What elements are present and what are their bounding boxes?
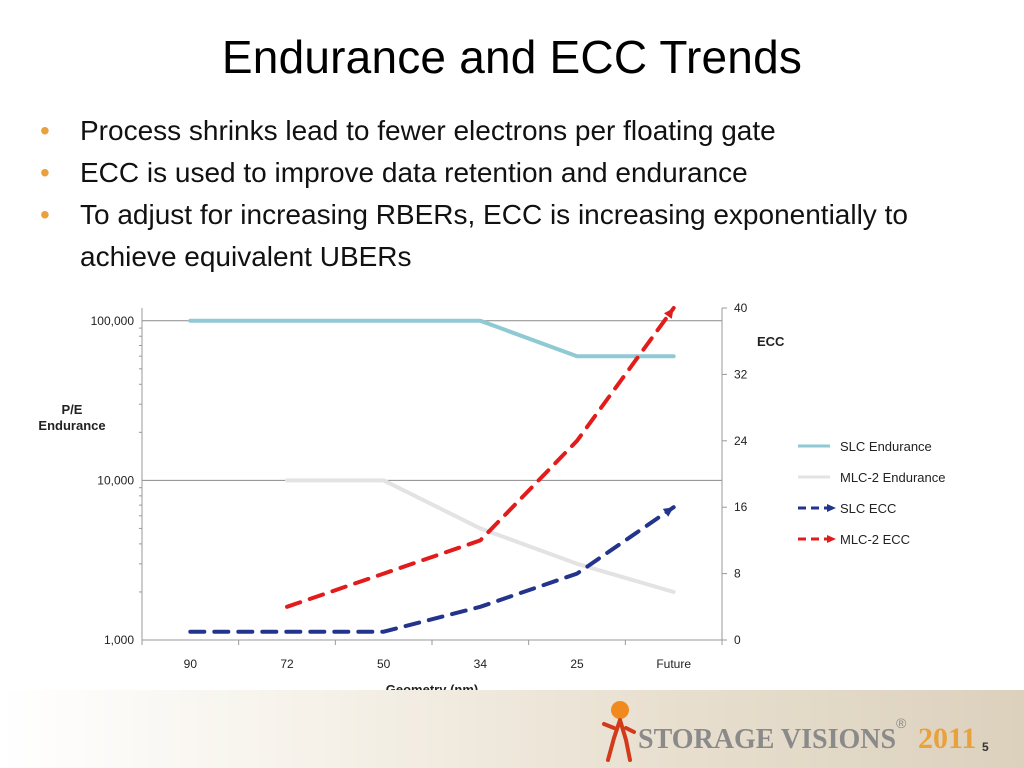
x-tick-label: 25	[570, 657, 584, 671]
bullet-item: • ECC is used to improve data retention a…	[40, 152, 1000, 194]
left-axis-label-line1: P/E	[62, 402, 83, 417]
legend-label: SLC ECC	[840, 501, 896, 516]
left-axis-label-line2: Endurance	[38, 418, 105, 433]
right-tick-label: 16	[734, 500, 748, 514]
bullet-list: • Process shrinks lead to fewer electrons…	[40, 110, 1000, 278]
series-line-mlc-2-endurance	[285, 478, 676, 594]
right-tick-label: 0	[734, 633, 741, 647]
legend-arrow-icon	[827, 504, 836, 512]
bullet-dot-icon: •	[40, 199, 50, 230]
left-tick-label: 100,000	[91, 314, 135, 328]
right-axis-label: ECC	[757, 334, 785, 349]
logo-sun-icon	[611, 701, 629, 719]
logo-text-main: STORAGE VISIONS	[638, 724, 896, 755]
logo-registered-mark: ®	[896, 715, 907, 731]
bullet-dot-icon: •	[40, 157, 50, 188]
right-tick-label: 24	[734, 434, 748, 448]
bullet-text: Process shrinks lead to fewer electrons …	[80, 115, 776, 146]
right-tick-label: 8	[734, 567, 741, 581]
logo-text-year: 2011	[918, 722, 976, 755]
endurance-ecc-chart: 1,000 10,000 100,000 0 8 16 24 32 40 90 72 50 34 25 Fu…	[38, 301, 946, 690]
series-line-mlc-2-ecc	[285, 306, 676, 609]
legend-label: SLC Endurance	[840, 439, 932, 454]
page-number: 5	[982, 740, 989, 754]
series-arrowhead-icon	[663, 308, 674, 319]
bullet-text: ECC is used to improve data retention an…	[80, 157, 748, 188]
legend-label: MLC-2 ECC	[840, 532, 910, 547]
x-tick-label: 34	[474, 657, 488, 671]
storage-visions-logo: STORAGE VISIONS ® 2011	[602, 701, 976, 762]
legend-arrow-icon	[827, 535, 836, 543]
x-tick-label: 72	[280, 657, 294, 671]
x-tick-label: Future	[656, 657, 691, 671]
bullet-item: • Process shrinks lead to fewer electrons…	[40, 110, 1000, 152]
legend-label: MLC-2 Endurance	[840, 470, 946, 485]
bullet-dot-icon: •	[40, 115, 50, 146]
right-tick-label: 40	[734, 301, 748, 315]
x-axis-label: Geometry (nm)	[386, 682, 478, 690]
bullet-item: • To adjust for increasing RBERs, ECC is …	[40, 194, 1000, 278]
series-line-slc-ecc	[188, 505, 676, 634]
logo-figure-icon	[602, 718, 636, 762]
x-tick-label: 50	[377, 657, 391, 671]
right-tick-label: 32	[734, 367, 748, 381]
x-tick-label: 90	[184, 657, 198, 671]
footer-band	[0, 690, 1024, 768]
series-arrowhead-icon	[662, 507, 674, 517]
bullet-text: To adjust for increasing RBERs, ECC is i…	[80, 199, 908, 272]
left-tick-label: 10,000	[97, 473, 134, 487]
left-tick-label: 1,000	[104, 633, 134, 647]
series-line-slc-endurance	[188, 318, 676, 359]
slide-title: Endurance and ECC Trends	[221, 31, 803, 83]
